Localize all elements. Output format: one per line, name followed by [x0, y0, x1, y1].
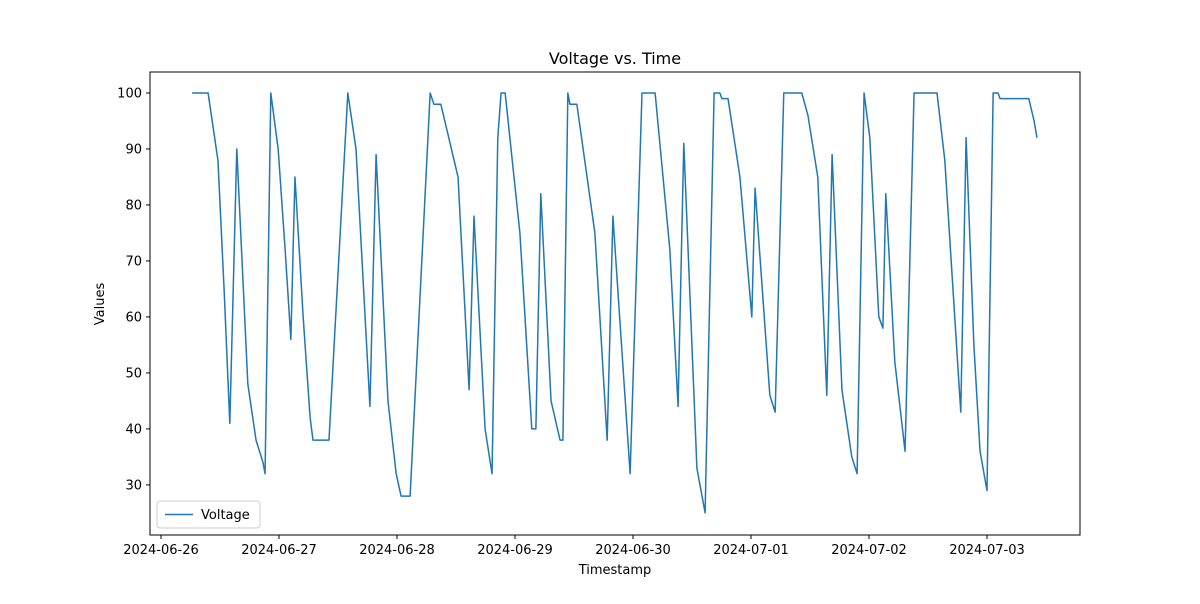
- y-tick-label: 30: [125, 478, 142, 493]
- y-tick-label: 40: [125, 422, 142, 437]
- x-tick-label: 2024-07-02: [831, 543, 907, 558]
- y-tick-label: 80: [125, 198, 142, 213]
- y-tick-label: 60: [125, 310, 142, 325]
- x-tick-label: 2024-06-26: [123, 543, 199, 558]
- data-line: [192, 92, 1038, 514]
- legend-box: [156, 500, 261, 529]
- y-axis-label: Values: [93, 283, 108, 326]
- x-tick-label: 2024-07-03: [949, 543, 1025, 558]
- plot-frame: [149, 71, 1081, 536]
- x-axis-label: Timestamp: [578, 563, 652, 578]
- y-tick-label: 90: [125, 142, 142, 157]
- x-tick-label: 2024-06-27: [241, 543, 317, 558]
- legend-label: Voltage: [201, 508, 250, 523]
- chart-title: Voltage vs. Time: [549, 49, 681, 68]
- y-tick-label: 50: [125, 366, 142, 381]
- y-tick-label: 100: [117, 86, 142, 101]
- x-tick-label: 2024-06-29: [477, 543, 553, 558]
- x-tick-label: 2024-06-28: [359, 543, 435, 558]
- x-tick-label: 2024-06-30: [595, 543, 671, 558]
- y-tick-label: 70: [125, 254, 142, 269]
- x-tick-label: 2024-07-01: [713, 543, 789, 558]
